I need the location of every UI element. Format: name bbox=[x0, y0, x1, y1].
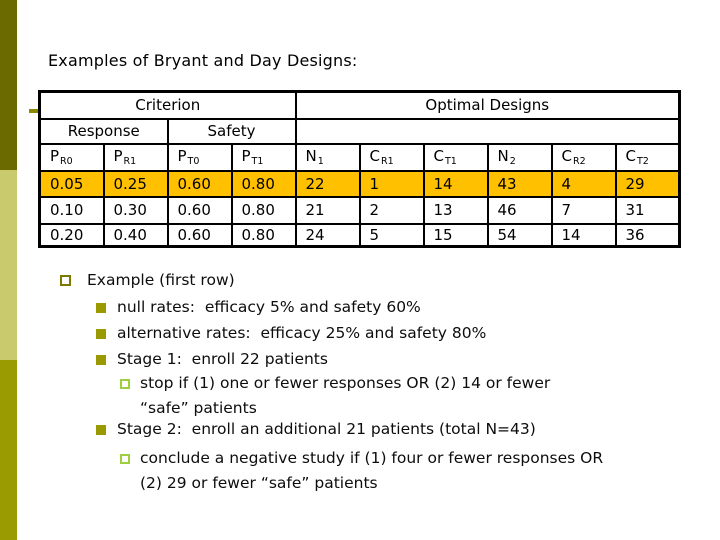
list-item: alternative rates: efficacy 25% and safe… bbox=[96, 321, 486, 346]
table-cell: 0.30 bbox=[102, 195, 169, 225]
sidebar-accent-top bbox=[0, 0, 17, 170]
col-header-ct2: CT2 bbox=[614, 142, 681, 172]
list-item-text: Stage 1: enroll 22 patients bbox=[117, 350, 328, 368]
table-cell: 0.80 bbox=[230, 169, 297, 198]
col-header-pr1: PR1 bbox=[102, 142, 169, 172]
table-row: 0.20 0.40 0.60 0.80 24 5 15 54 14 36 bbox=[38, 222, 681, 248]
subgroup-header-response: Response bbox=[38, 117, 169, 145]
table-cell: 21 bbox=[294, 195, 361, 225]
table-cell: 54 bbox=[486, 222, 553, 248]
group-header-optimal-designs: Optimal Designs bbox=[294, 90, 681, 120]
col-header-n2: N2 bbox=[486, 142, 553, 172]
list-item: conclude a negative study if (1) four or… bbox=[120, 446, 603, 496]
table-cell: 14 bbox=[550, 222, 617, 248]
table-cell: 0.05 bbox=[38, 169, 105, 198]
col-header-cr1: CR1 bbox=[358, 142, 425, 172]
table-cell: 46 bbox=[486, 195, 553, 225]
table-group-header-row: Criterion Optimal Designs bbox=[38, 90, 681, 120]
subgroup-header-empty bbox=[294, 117, 681, 145]
list-item: Stage 2: enroll an additional 21 patient… bbox=[96, 417, 536, 442]
table-cell: 0.60 bbox=[166, 169, 233, 198]
sidebar-accent-bottom bbox=[0, 360, 17, 540]
table-column-header-row: PR0 PR1 PT0 PT1 N1 CR1 CT1 N2 CR2 CT2 bbox=[38, 142, 681, 172]
table-cell: 13 bbox=[422, 195, 489, 225]
bullet-hollow-square-icon bbox=[60, 275, 71, 286]
list-item-text: null rates: efficacy 5% and safety 60% bbox=[117, 298, 421, 316]
bullet-filled-square-icon bbox=[96, 425, 106, 435]
page-title: Examples of Bryant and Day Designs: bbox=[48, 51, 358, 70]
bullet-filled-square-icon bbox=[96, 329, 106, 339]
table-cell: 0.80 bbox=[230, 195, 297, 225]
list-item: stop if (1) one or fewer responses OR (2… bbox=[120, 371, 550, 421]
bullet-hollow-square-icon bbox=[120, 379, 130, 389]
col-header-cr2: CR2 bbox=[550, 142, 617, 172]
list-item-text: Example (first row) bbox=[87, 271, 235, 289]
table-cell: 15 bbox=[422, 222, 489, 248]
col-header-ct1: CT1 bbox=[422, 142, 489, 172]
table-row: 0.10 0.30 0.60 0.80 21 2 13 46 7 31 bbox=[38, 195, 681, 225]
table-cell: 24 bbox=[294, 222, 361, 248]
list-item: Example (first row) bbox=[60, 268, 235, 293]
bullet-filled-square-icon bbox=[96, 355, 106, 365]
table-cell: 0.20 bbox=[38, 222, 105, 248]
table-cell: 22 bbox=[294, 169, 361, 198]
designs-table: Criterion Optimal Designs Response Safet… bbox=[38, 90, 682, 248]
subgroup-header-safety: Safety bbox=[166, 117, 297, 145]
bullet-filled-square-icon bbox=[96, 303, 106, 313]
accent-tick-mark bbox=[29, 109, 39, 113]
list-item-text: alternative rates: efficacy 25% and safe… bbox=[117, 324, 487, 342]
table-subgroup-header-row: Response Safety bbox=[38, 117, 681, 145]
table-cell: 14 bbox=[422, 169, 489, 198]
table-cell: 29 bbox=[614, 169, 681, 198]
table-cell: 1 bbox=[358, 169, 425, 198]
col-header-pt1: PT1 bbox=[230, 142, 297, 172]
col-header-n1: N1 bbox=[294, 142, 361, 172]
sidebar-accent-middle bbox=[0, 170, 17, 360]
table-cell: 0.25 bbox=[102, 169, 169, 198]
table-cell: 7 bbox=[550, 195, 617, 225]
table-cell: 5 bbox=[358, 222, 425, 248]
list-item: null rates: efficacy 5% and safety 60% bbox=[96, 295, 421, 320]
table-row-highlighted: 0.05 0.25 0.60 0.80 22 1 14 43 4 29 bbox=[38, 169, 681, 198]
col-header-pt0: PT0 bbox=[166, 142, 233, 172]
list-item-text: stop if (1) one or fewer responses OR (2… bbox=[140, 374, 551, 417]
table-cell: 2 bbox=[358, 195, 425, 225]
table-cell: 31 bbox=[614, 195, 681, 225]
table-cell: 0.10 bbox=[38, 195, 105, 225]
col-header-pr0: PR0 bbox=[38, 142, 105, 172]
table-cell: 0.60 bbox=[166, 195, 233, 225]
list-item-text: Stage 2: enroll an additional 21 patient… bbox=[117, 420, 536, 438]
table-cell: 0.80 bbox=[230, 222, 297, 248]
list-item: Stage 1: enroll 22 patients bbox=[96, 347, 328, 372]
table-cell: 36 bbox=[614, 222, 681, 248]
bullet-hollow-square-icon bbox=[120, 454, 130, 464]
table-cell: 4 bbox=[550, 169, 617, 198]
table-cell: 0.60 bbox=[166, 222, 233, 248]
table-cell: 0.40 bbox=[102, 222, 169, 248]
group-header-criterion: Criterion bbox=[38, 90, 297, 120]
list-item-text: conclude a negative study if (1) four or… bbox=[140, 449, 604, 492]
table-cell: 43 bbox=[486, 169, 553, 198]
